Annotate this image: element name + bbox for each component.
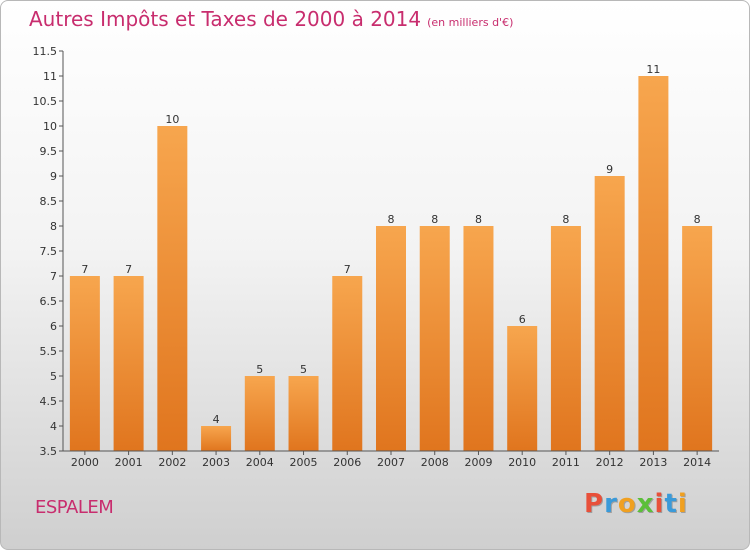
x-tick-label: 2003 [202, 456, 230, 469]
y-tick-label: 4.5 [40, 395, 58, 408]
y-tick-label: 10.5 [33, 95, 58, 108]
data-label: 5 [256, 363, 263, 376]
data-label: 8 [388, 213, 395, 226]
data-label: 8 [562, 213, 569, 226]
logo-letter: t [664, 489, 678, 519]
x-tick-label: 2012 [596, 456, 624, 469]
logo-letter: i [677, 489, 688, 519]
y-tick-label: 8 [50, 220, 57, 233]
place-name: ESPALEM [35, 497, 114, 518]
bar [507, 326, 538, 451]
bar [332, 276, 363, 451]
data-label: 10 [165, 113, 179, 126]
y-tick-label: 8.5 [40, 195, 58, 208]
logo-letter: r [604, 489, 618, 519]
y-tick-label: 9 [50, 170, 57, 183]
x-tick-label: 2010 [508, 456, 536, 469]
bar [113, 276, 144, 451]
logo-letter: P [584, 489, 605, 519]
bar [288, 376, 319, 451]
bar [244, 376, 275, 451]
data-label: 8 [431, 213, 438, 226]
logo-letter: i [654, 489, 665, 519]
bar [69, 276, 100, 451]
data-label: 7 [81, 263, 88, 276]
proxiti-logo[interactable]: Proxiti [584, 489, 688, 519]
bar [157, 126, 188, 451]
y-tick-label: 9.5 [40, 145, 58, 158]
x-tick-label: 2013 [639, 456, 667, 469]
x-tick-label: 2005 [290, 456, 318, 469]
x-tick-label: 2000 [71, 456, 99, 469]
data-label: 7 [125, 263, 132, 276]
y-tick-label: 7 [50, 270, 57, 283]
y-tick-label: 7.5 [40, 245, 58, 258]
y-tick-label: 11 [43, 70, 57, 83]
data-label: 6 [519, 313, 526, 326]
chart-subtitle: (en milliers d'€) [427, 16, 514, 29]
bar [376, 226, 406, 451]
y-tick-label: 6 [50, 320, 57, 333]
bar [638, 76, 669, 451]
bar [594, 176, 625, 451]
data-label: 9 [606, 163, 613, 176]
bar [201, 426, 232, 451]
x-tick-label: 2008 [421, 456, 449, 469]
x-tick-label: 2004 [246, 456, 274, 469]
logo-letter: x [636, 489, 655, 519]
chart-title-text: Autres Impôts et Taxes de 2000 à 2014 [29, 7, 422, 31]
data-label: 11 [646, 63, 660, 76]
bar [463, 226, 494, 451]
x-tick-label: 2014 [683, 456, 711, 469]
bar [550, 226, 581, 451]
y-tick-label: 4 [50, 420, 57, 433]
y-tick-label: 5 [50, 370, 57, 383]
data-label: 8 [475, 213, 482, 226]
x-tick-label: 2009 [464, 456, 492, 469]
data-label: 8 [694, 213, 701, 226]
y-tick-label: 6.5 [40, 295, 58, 308]
x-tick-label: 2006 [333, 456, 361, 469]
x-tick-label: 2011 [552, 456, 580, 469]
logo-letter: o [617, 489, 637, 519]
x-tick-label: 2001 [115, 456, 143, 469]
x-tick-label: 2002 [158, 456, 186, 469]
bar [682, 226, 713, 451]
data-label: 5 [300, 363, 307, 376]
x-tick-label: 2007 [377, 456, 405, 469]
data-label: 4 [213, 413, 220, 426]
data-label: 7 [344, 263, 351, 276]
chart-title: Autres Impôts et Taxes de 2000 à 2014 (en… [29, 7, 513, 31]
y-tick-label: 5.5 [40, 345, 58, 358]
y-tick-label: 10 [43, 120, 57, 133]
y-tick-label: 11.5 [33, 45, 58, 58]
bar [419, 226, 450, 451]
y-tick-label: 3.5 [40, 445, 58, 458]
